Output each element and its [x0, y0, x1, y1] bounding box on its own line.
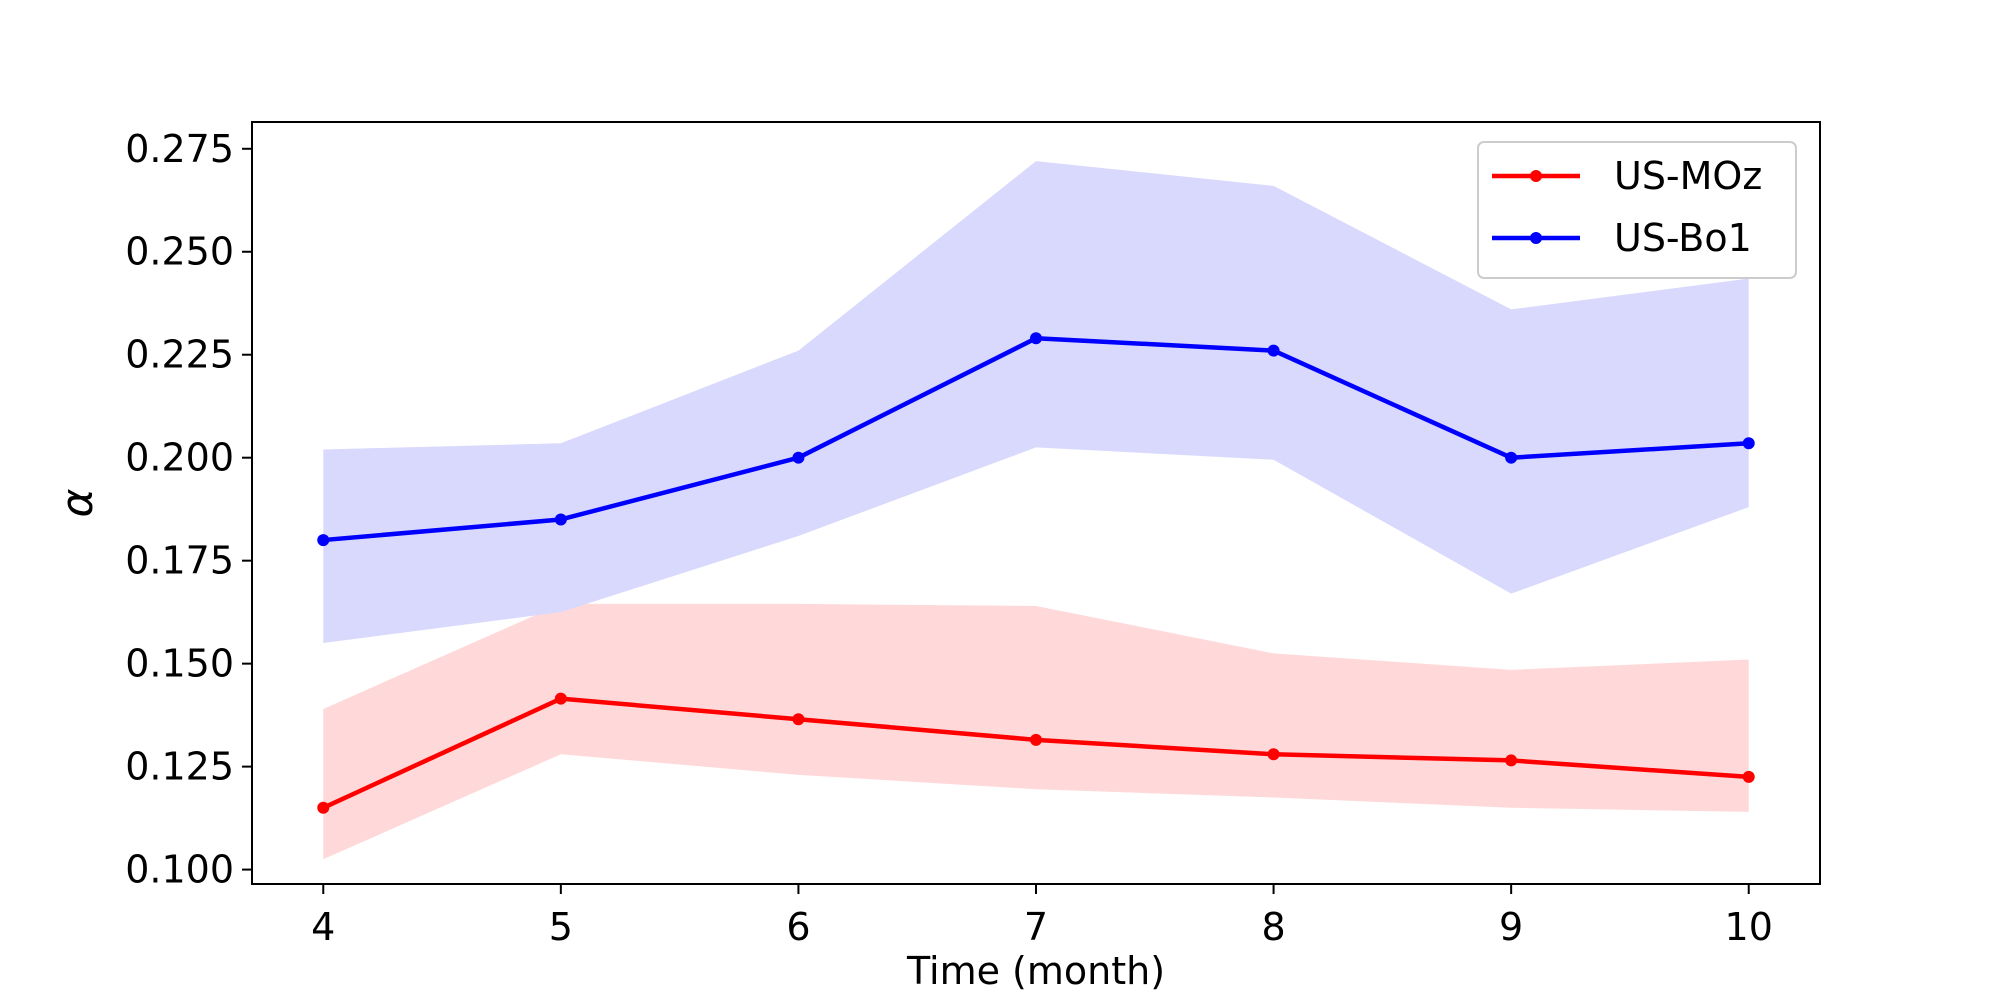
x-tick-label: 5 — [549, 905, 573, 949]
y-axis-ticks: 0.100 0.125 0.150 0.175 0.200 0.225 0.250 0.275 — [125, 127, 252, 892]
legend-marker-us-bo1 — [1530, 232, 1542, 244]
x-tick-label: 9 — [1499, 905, 1523, 949]
point-us-bo1 — [1742, 437, 1755, 450]
legend-marker-us-moz — [1530, 170, 1542, 182]
x-tick-label: 7 — [1024, 905, 1048, 949]
legend: US-MOz US-Bo1 — [1477, 141, 1797, 279]
y-tick-label: 0.175 — [125, 539, 234, 583]
point-us-bo1 — [554, 513, 567, 526]
x-tick-label: 6 — [786, 905, 810, 949]
point-us-moz — [1267, 748, 1280, 761]
point-us-moz — [317, 801, 330, 814]
x-tick-label: 8 — [1261, 905, 1285, 949]
y-tick-label: 0.225 — [125, 333, 234, 377]
y-tick-label: 0.275 — [125, 127, 234, 171]
legend-label-us-moz: US-MOz — [1614, 154, 1762, 198]
x-tick-label: 10 — [1725, 905, 1773, 949]
point-us-bo1 — [317, 534, 330, 547]
point-us-moz — [1505, 754, 1518, 767]
x-axis-ticks: 4 5 6 7 8 9 10 — [311, 884, 1773, 949]
y-tick-label: 0.150 — [125, 642, 234, 686]
point-us-moz — [1742, 770, 1755, 783]
x-axis-title: Time (month) — [906, 949, 1165, 993]
point-us-moz — [1030, 733, 1042, 746]
point-us-moz — [792, 713, 805, 726]
y-axis-title: α — [52, 488, 103, 517]
y-tick-label: 0.125 — [125, 745, 234, 789]
point-us-moz — [554, 692, 567, 705]
y-tick-label: 0.200 — [125, 436, 234, 480]
band-us-moz — [323, 603, 1749, 860]
band-us-bo1 — [323, 161, 1749, 644]
point-us-bo1 — [1267, 344, 1280, 357]
y-tick-label: 0.250 — [125, 230, 234, 274]
confidence-bands — [323, 161, 1749, 860]
y-tick-label: 0.100 — [125, 848, 234, 892]
point-us-bo1 — [792, 451, 805, 464]
point-us-bo1 — [1505, 451, 1518, 464]
point-us-bo1 — [1030, 332, 1042, 345]
legend-label-us-bo1: US-Bo1 — [1614, 216, 1752, 260]
series-points — [317, 332, 1755, 814]
x-tick-label: 4 — [311, 905, 335, 949]
